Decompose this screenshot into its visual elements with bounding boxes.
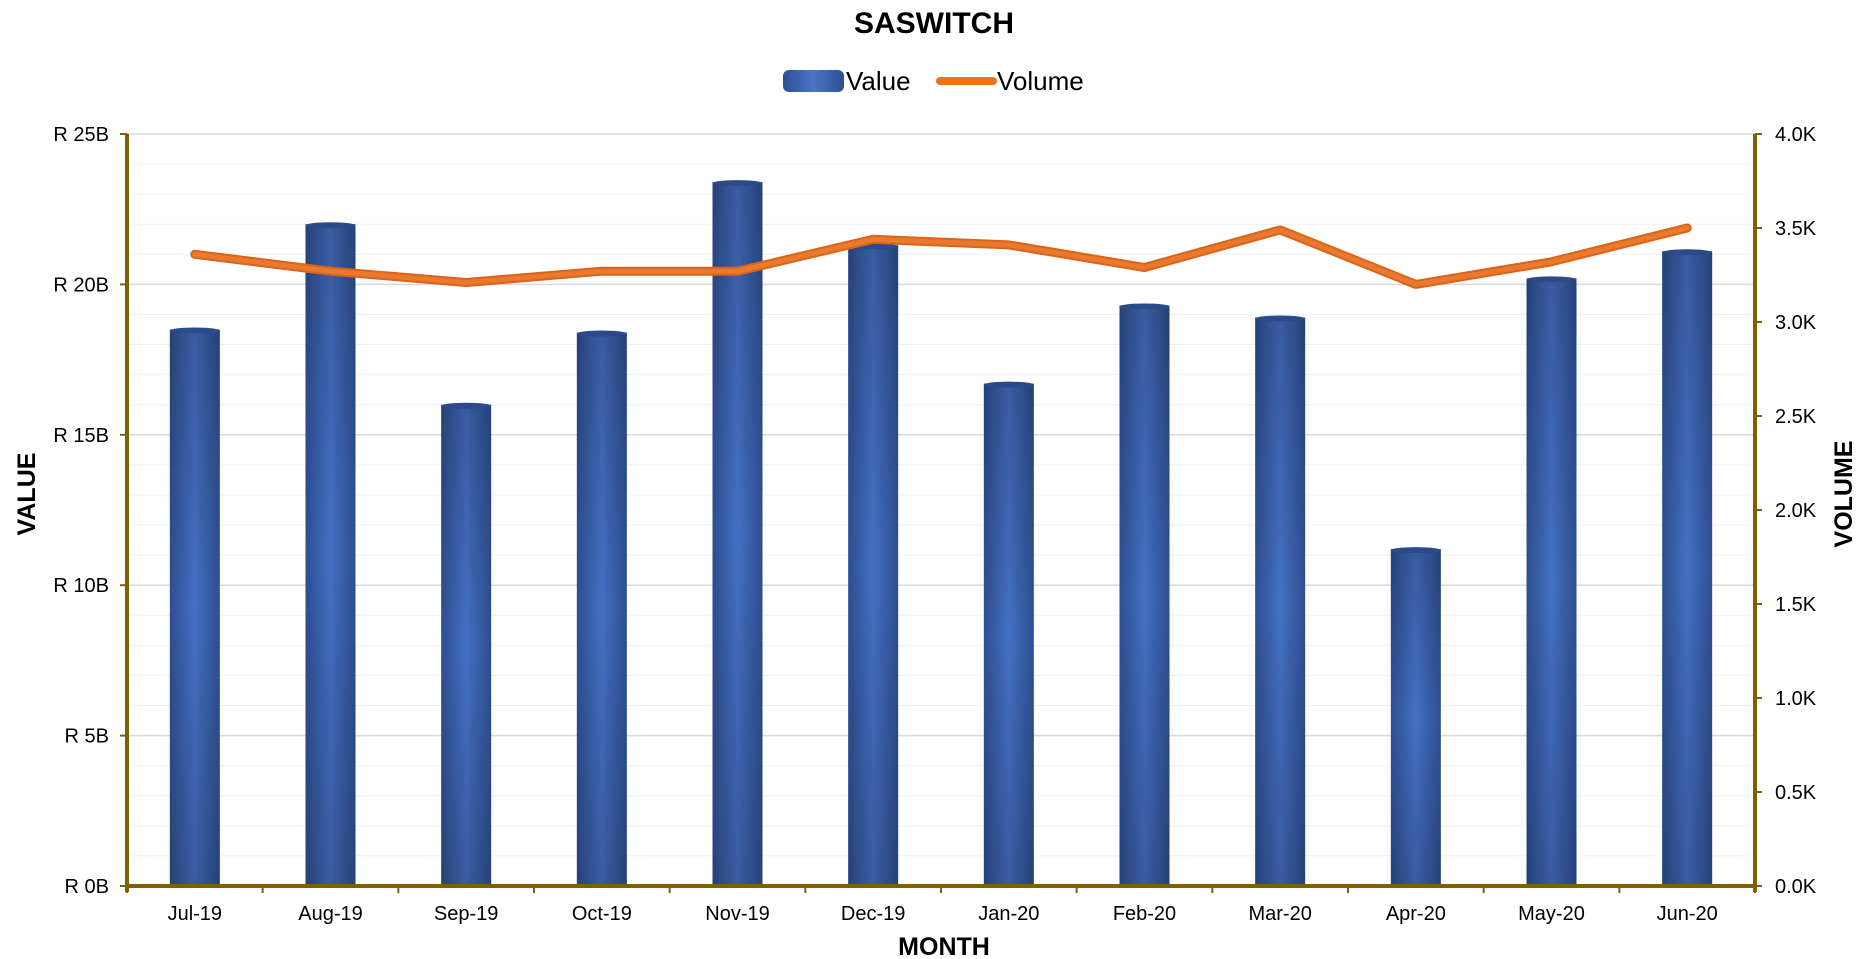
volume-line-highlight bbox=[192, 225, 1690, 287]
bar-shade bbox=[305, 224, 356, 887]
x-tick-label: Nov-19 bbox=[705, 903, 769, 925]
bar-Aug-19 bbox=[305, 222, 356, 887]
bar-Nov-19 bbox=[712, 180, 763, 887]
x-tick-label: Dec-19 bbox=[841, 903, 905, 925]
bar-shade bbox=[1119, 305, 1170, 886]
bar-shade bbox=[848, 245, 899, 886]
bar-shade bbox=[1390, 549, 1441, 886]
bar-Oct-19 bbox=[576, 330, 627, 886]
y2-tick-label: 3.0K bbox=[1775, 312, 1817, 334]
volume-line bbox=[190, 223, 1692, 289]
y2-tick-label: 2.0K bbox=[1775, 500, 1817, 522]
bar-Jun-20 bbox=[1662, 249, 1713, 886]
bar-top bbox=[305, 222, 356, 229]
legend-label-volume: Volume bbox=[997, 66, 1084, 96]
x-tick-label: Feb-20 bbox=[1113, 903, 1176, 925]
bar-top bbox=[169, 327, 220, 334]
bar-Sep-19 bbox=[441, 402, 492, 886]
y2-tick-label: 1.5K bbox=[1775, 594, 1817, 616]
bar-shade bbox=[983, 383, 1034, 886]
bar-top bbox=[1526, 276, 1577, 283]
bar-shade bbox=[712, 182, 763, 887]
x-tick-label: Mar-20 bbox=[1248, 903, 1311, 925]
y-tick-label: R 0B bbox=[65, 876, 109, 898]
bar-top bbox=[983, 381, 1034, 388]
x-tick-label: Aug-19 bbox=[298, 903, 363, 925]
bar-shade bbox=[576, 332, 627, 886]
x-tick-label: May-20 bbox=[1518, 903, 1585, 925]
bar-Feb-20 bbox=[1119, 303, 1170, 886]
gridlines bbox=[127, 133, 1755, 857]
bar-top bbox=[712, 180, 763, 187]
bar-shade bbox=[1526, 278, 1577, 886]
y2-axis-ticks: 0.0K 0.5K 1.0K 1.5K 2.0K 2.5K 3.0K 3.5K 4.0K bbox=[1775, 124, 1817, 898]
value-bars bbox=[169, 180, 1713, 887]
y-axis-ticks: R 0B R 5B R 10B R 15B R 20B R 25B bbox=[53, 124, 109, 898]
bar-top bbox=[1390, 547, 1441, 554]
bar-Jan-20 bbox=[983, 381, 1034, 886]
bar-shade bbox=[1255, 317, 1306, 886]
x-axis-title: MONTH bbox=[898, 933, 990, 959]
x-tick-label: Oct-19 bbox=[572, 903, 632, 925]
bar-Mar-20 bbox=[1255, 315, 1306, 886]
legend-label-value: Value bbox=[846, 66, 911, 96]
bar-top bbox=[1662, 249, 1713, 256]
legend-swatch-value bbox=[783, 70, 844, 92]
x-tick-label: Jun-20 bbox=[1657, 903, 1718, 925]
legend: Value Volume bbox=[783, 66, 1084, 96]
y2-tick-label: 0.5K bbox=[1775, 782, 1817, 804]
bar-shade bbox=[169, 329, 220, 886]
y-tick-label: R 25B bbox=[53, 124, 109, 146]
y-tick-label: R 15B bbox=[53, 425, 109, 447]
bar-May-20 bbox=[1526, 276, 1577, 886]
x-tick-label: Apr-20 bbox=[1386, 903, 1446, 925]
x-axis-ticks: Jul-19 Aug-19 Sep-19 Oct-19 Nov-19 Dec-19 Jan-… bbox=[168, 903, 1718, 925]
y-axis-title: VALUE bbox=[13, 453, 41, 536]
chart-title: SASWITCH bbox=[854, 7, 1014, 40]
y2-tick-label: 2.5K bbox=[1775, 406, 1817, 428]
bar-Dec-19 bbox=[848, 243, 899, 886]
y-tick-label: R 20B bbox=[53, 274, 109, 296]
bar-top bbox=[1255, 315, 1306, 322]
y2-tick-label: 0.0K bbox=[1775, 876, 1817, 898]
bar-top bbox=[441, 402, 492, 409]
y2-tick-label: 3.5K bbox=[1775, 218, 1817, 240]
y2-tick-label: 4.0K bbox=[1775, 124, 1817, 146]
bar-Jul-19 bbox=[169, 327, 220, 886]
y2-axis-title: VOLUME bbox=[1830, 441, 1858, 548]
bar-top bbox=[576, 330, 627, 337]
y-tick-label: R 5B bbox=[65, 726, 109, 748]
x-tick-label: Jul-19 bbox=[168, 903, 222, 925]
bar-shade bbox=[1662, 251, 1713, 886]
bar-Apr-20 bbox=[1390, 547, 1441, 886]
bar-top bbox=[1119, 303, 1170, 310]
axes bbox=[120, 133, 1762, 893]
x-tick-label: Jan-20 bbox=[978, 903, 1039, 925]
y2-tick-label: 1.0K bbox=[1775, 688, 1817, 710]
x-tick-label: Sep-19 bbox=[434, 903, 499, 925]
y-tick-label: R 10B bbox=[53, 575, 109, 597]
bar-shade bbox=[441, 404, 492, 886]
